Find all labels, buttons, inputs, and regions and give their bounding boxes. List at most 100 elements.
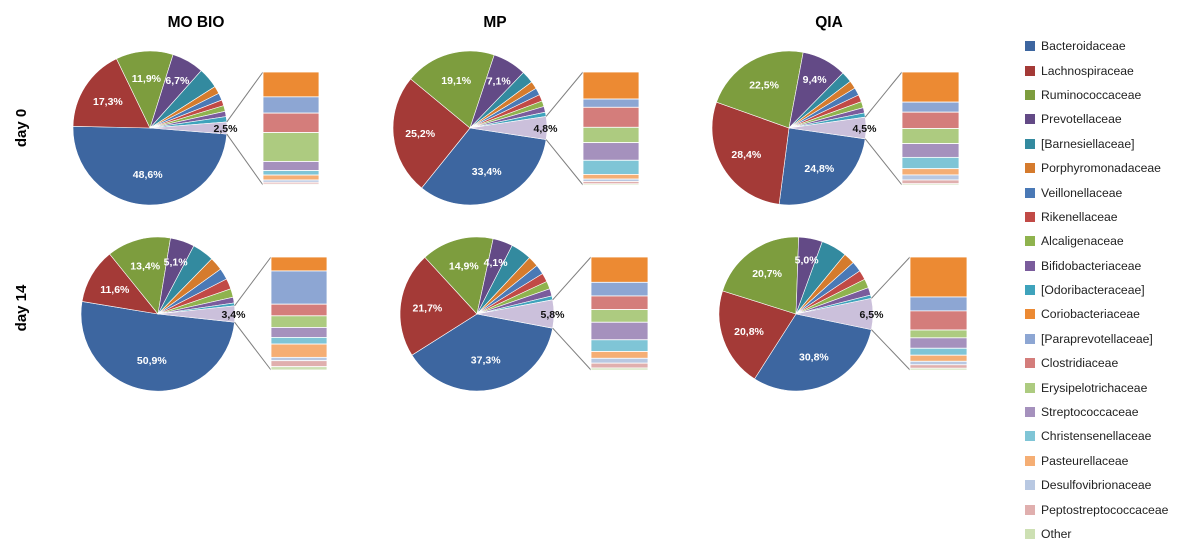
legend-label: Christensenellaceae [1041,429,1152,444]
breakdown-segment-pasteurellaceae [582,174,640,180]
breakdown-segment-paraprevotellaceae [270,270,328,305]
legend-swatch [1025,260,1035,271]
legend-label: Desulfovibrionaceae [1041,478,1152,493]
legend-item-lachnospiraceae: Lachnospiraceae [1025,58,1191,82]
legend-swatch [1025,163,1035,174]
breakdown-segment-christensenellaceae [270,337,328,345]
slice-label-minor: 5,8% [541,309,566,321]
breakdown-segment-desulfovibrionaceae [270,356,328,362]
legend-item-veillonellaceae: Veillonellaceae [1025,180,1191,204]
legend-label: Prevotellaceae [1041,112,1122,127]
legend-item-coriobacteriaceae: Coriobacteriaceae [1025,302,1191,326]
connector-line-bottom [871,329,911,371]
connector-line-top [552,256,592,301]
connector-line-bottom [226,133,264,186]
breakdown-segment-pasteurellaceae [909,354,968,362]
legend-item-clostridiaceae: Clostridiaceae [1025,351,1191,375]
slice-label-bacteroidaceae: 33,4% [472,166,502,178]
slice-label-lachnospiraceae: 21,7% [413,302,443,314]
breakdown-segment-erysipelotrichaceae [590,309,649,323]
pie-slice-minor [469,116,548,140]
breakdown-segment-christensenellaceae [262,170,320,176]
legend-item-paraprevotellaceae: [Paraprevotellaceae] [1025,327,1191,351]
slice-label-bacteroidaceae: 50,9% [137,355,167,367]
column-header-qia: QIA [815,14,843,31]
slice-label-lachnospiraceae: 28,4% [731,149,761,161]
pie-chart-mp-day-0: 33,4% 25,2% 19,1% 7,1% 4,8% [392,50,640,206]
pie-chart-mp-day-14: 37,3% 21,7% 14,9% 4,1% 5,8% [399,236,649,392]
legend-swatch [1025,382,1035,393]
legend-swatch [1025,211,1035,222]
slice-label-minor: 4,8% [534,123,559,135]
breakdown-segment-peptostreptococcaceae [909,364,968,369]
legend-item-ruminococcaceae: Ruminococcaceae [1025,83,1191,107]
legend-item-barnesiellaceae: [Barnesiellaceae] [1025,132,1191,156]
legend-swatch [1025,138,1035,149]
breakdown-segment-erysipelotrichaceae [582,126,640,144]
pie-slice-minor [149,121,228,135]
legend-label: Erysipelotrichaceae [1041,380,1148,395]
row-label-day-14: day 14 [13,284,30,331]
legend-item-christensenellaceae: Christensenellaceae [1025,424,1191,448]
breakdown-segment-coriobacteriaceae [590,256,649,283]
legend-item-porphyromonadaceae: Porphyromonadaceae [1025,156,1191,180]
legend-swatch [1025,431,1035,442]
legend-label: Bacteroidaceae [1041,39,1126,54]
legend-item-desulfovibrionaceae: Desulfovibrionaceae [1025,473,1191,497]
legend-item-rikenellaceae: Rikenellaceae [1025,205,1191,229]
legend-item-erysipelotrichaceae: Erysipelotrichaceae [1025,375,1191,399]
breakdown-segment-pasteurellaceae [901,168,960,176]
connector-line-bottom [552,327,592,371]
breakdown-segment-coriobacteriaceae [262,71,320,98]
pie-slice-bacteroidaceae [72,125,228,206]
pie-slice-lachnospiraceae [718,290,797,380]
slice-label-ruminococcaceae: 19,1% [441,75,471,87]
pie-slice-ruminococcaceae [716,50,804,129]
pie-slice-ruminococcaceae [424,236,494,315]
legend-label: Lachnospiraceae [1041,63,1134,78]
slice-label-ruminococcaceae: 22,5% [749,80,779,92]
legend-swatch [1025,480,1035,491]
pie-chart-qia-day-14: 30,8% 20,8% 20,7% 5,0% 6,5% [718,236,968,392]
breakdown-segment-desulfovibrionaceae [909,360,968,366]
charts: 48,6% 17,3% 11,9% 6,7% 2,5% 33,4% 25,2% 19,1% 7,… [72,50,968,392]
breakdown-segment-other [262,183,320,186]
slice-label-lachnospiraceae: 11,6% [100,284,130,296]
connector-line-top [234,256,272,307]
breakdown-segment-paraprevotellaceae [582,98,640,108]
legend-label: Streptococcaceae [1041,405,1139,420]
connector-line-top [545,71,584,117]
breakdown-segment-christensenellaceae [901,156,960,170]
breakdown-segment-other [590,367,649,371]
breakdown-segment-erysipelotrichaceae [909,329,968,339]
pie-slice-lachnospiraceae [392,78,471,189]
legend-swatch [1025,455,1035,466]
slice-label-bacteroidaceae: 24,8% [804,163,834,175]
legend-item-alcaligenaceae: Alcaligenaceae [1025,229,1191,253]
pie-slice-ruminococcaceae [410,50,495,129]
legend-label: Alcaligenaceae [1041,234,1124,249]
pie-slice-bacteroidaceae [421,127,547,206]
slice-label-ruminococcaceae: 11,9% [132,73,162,85]
breakdown-segment-pasteurellaceae [270,343,328,358]
legend-label: Pasteurellaceae [1041,453,1129,468]
legend-label: Veillonellaceae [1041,185,1123,200]
slice-label-prevotellaceae: 5,0% [795,255,820,267]
breakdown-segment-pasteurellaceae [590,351,649,359]
slice-label-prevotellaceae: 4,1% [484,257,509,269]
legend-label: [Odoribacteraceae] [1041,283,1145,298]
breakdown-segment-erysipelotrichaceae [262,132,320,162]
column-header-mo-bio: MO BIO [168,14,225,31]
legend-label: Other [1041,527,1072,541]
legend-label: Coriobacteriaceae [1041,307,1140,322]
breakdown-segment-other [909,367,968,371]
slice-label-prevotellaceae: 5,1% [164,256,189,268]
pie-slice-minor [157,305,236,323]
slice-label-prevotellaceae: 7,1% [487,76,512,88]
slice-label-prevotellaceae: 9,4% [803,74,828,86]
legend-swatch [1025,65,1035,76]
breakdown-segment-paraprevotellaceae [262,96,320,114]
slice-label-bacteroidaceae: 30,8% [799,352,829,364]
legend-swatch [1025,333,1035,344]
connector-line-top [864,71,903,118]
